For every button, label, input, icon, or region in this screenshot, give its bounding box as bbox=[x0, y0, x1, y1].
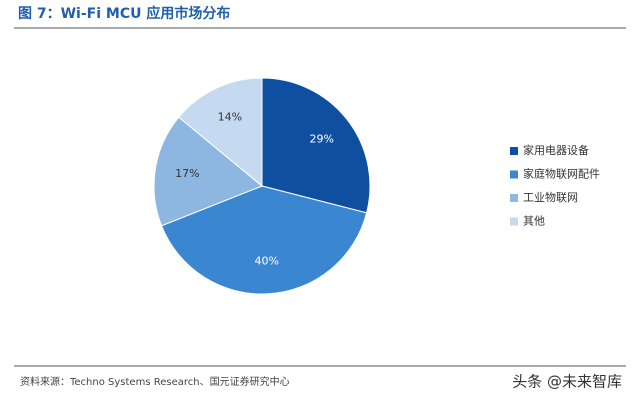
data-label: 29% bbox=[310, 133, 334, 146]
pie-slice bbox=[178, 77, 263, 188]
legend-swatch bbox=[510, 147, 518, 155]
data-label: 14% bbox=[218, 111, 242, 124]
data-label: 17% bbox=[175, 167, 199, 180]
legend-label: 家用电器设备 bbox=[523, 143, 589, 157]
legend-swatch bbox=[510, 217, 518, 226]
legend-label: 工业物联网 bbox=[523, 190, 578, 204]
pie-slice bbox=[160, 185, 368, 295]
pie-slice bbox=[153, 116, 263, 227]
source-note: 资料来源：Techno Systems Research、国元证券研究中心 bbox=[20, 375, 290, 388]
legend-swatch bbox=[510, 170, 518, 179]
pie-slice bbox=[261, 77, 371, 214]
legend-swatch bbox=[510, 194, 518, 202]
chart-title: 图 7：Wi-Fi MCU 应用市场分布 bbox=[18, 5, 230, 22]
data-label: 40% bbox=[255, 254, 279, 267]
watermark: 头条 @未来智库 bbox=[512, 373, 622, 391]
legend-label: 其他 bbox=[523, 215, 545, 228]
legend-label: 家庭物联网配件 bbox=[523, 167, 600, 181]
